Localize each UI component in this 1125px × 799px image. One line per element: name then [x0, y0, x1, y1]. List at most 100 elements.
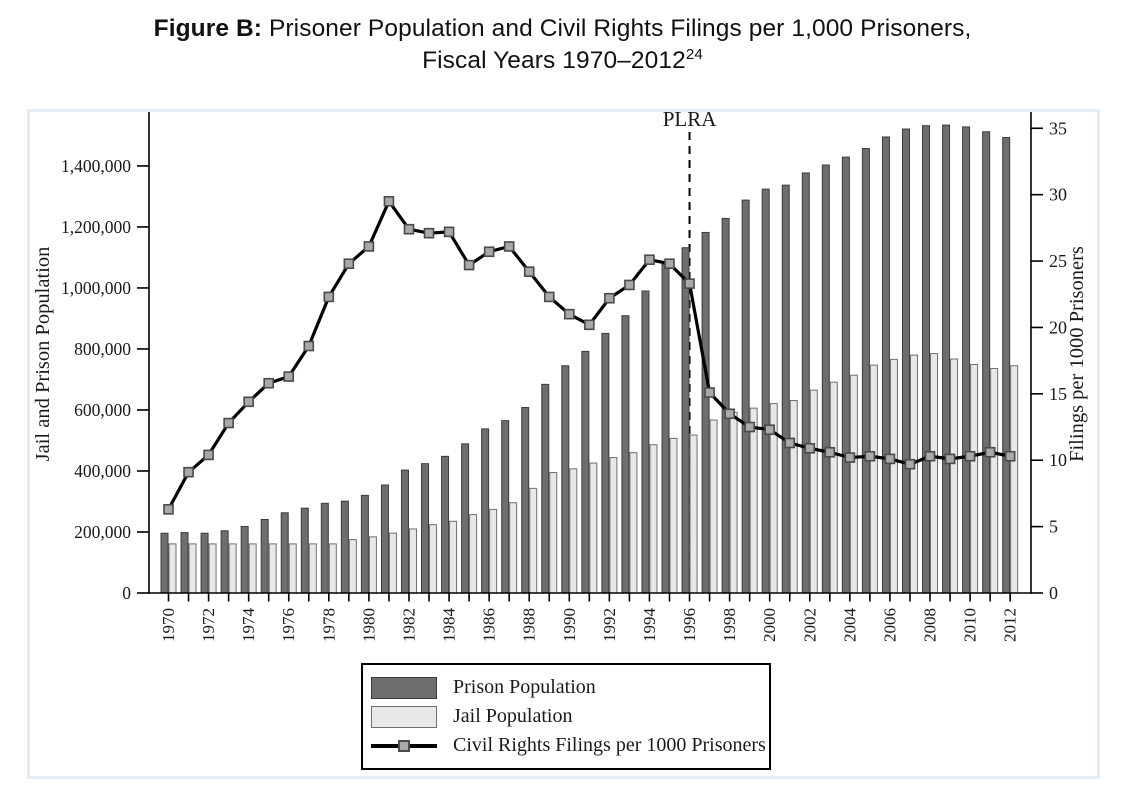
right-axis-tick-label: 10 [1049, 450, 1067, 470]
prison-population-bar [421, 463, 430, 594]
legend-item-prison: Prison Population [371, 673, 769, 702]
jail-population-bar [248, 543, 257, 594]
prison-population-bar [300, 507, 309, 594]
legend-item-jail: Jail Population [371, 702, 769, 731]
left-axis-tick-label: 1,200,000 [61, 217, 131, 237]
jail-population-bar [368, 536, 377, 594]
filings-marker [624, 279, 635, 291]
x-axis-tick-label: 1976 [279, 608, 298, 642]
jail-population-bar [930, 353, 939, 594]
prison-population-bar [160, 532, 169, 594]
prison-population-bar [901, 128, 910, 594]
prison-population-bar [220, 530, 229, 594]
prison-population-bar [360, 494, 369, 594]
jail-population-bar [449, 520, 458, 594]
prison-population-bar [1002, 137, 1011, 594]
prison-population-bar [280, 512, 289, 594]
x-axis-tick-label: 1980 [359, 608, 378, 642]
legend-label-prison: Prison Population [453, 676, 596, 698]
jail-population-bar [408, 528, 417, 594]
prison-population-bar [861, 148, 870, 594]
plra-label: PLRA [663, 107, 718, 131]
right-axis-title: Filings per 1000 Prisoners [1066, 246, 1088, 462]
jail-population-bar [829, 381, 838, 594]
filings-marker [904, 458, 916, 470]
prison-population-bar [380, 484, 389, 594]
left-axis-tick-label: 1,000,000 [61, 278, 131, 298]
filings-marker [1004, 450, 1016, 462]
jail-population-bar [228, 543, 237, 594]
filings-marker [644, 254, 655, 266]
jail-population-bar [649, 444, 658, 594]
left-axis-tick-label: 200,000 [74, 522, 131, 542]
jail-population-bar [869, 364, 878, 594]
right-axis-tick-label: 35 [1049, 118, 1067, 138]
prison-population-bar [621, 315, 630, 594]
prison-population-bar [521, 407, 530, 594]
x-axis-tick-label: 1998 [720, 608, 739, 642]
filings-marker [503, 241, 515, 252]
prison-population-bar [922, 125, 931, 594]
x-axis-tick-label: 2010 [961, 608, 980, 642]
filings-marker [323, 291, 335, 303]
filings-marker [984, 446, 996, 458]
prison-population-bar [260, 518, 269, 594]
prison-population-bar [200, 532, 209, 594]
x-axis-tick-label: 1970 [159, 608, 178, 642]
x-axis-tick-label: 2002 [800, 608, 819, 642]
prison-population-bar [441, 455, 450, 594]
jail-population-bar [990, 367, 999, 594]
prison-population-bar [581, 350, 590, 594]
x-axis-tick-label: 2004 [840, 608, 859, 643]
x-axis-tick-label: 1994 [640, 608, 659, 643]
jail-population-bar [208, 543, 217, 594]
filings-marker [203, 449, 214, 461]
filings-marker [223, 417, 234, 429]
filings-marker [423, 227, 435, 239]
filings-marker [744, 421, 755, 433]
x-axis-tick-label: 1986 [480, 608, 499, 642]
filings-marker [523, 266, 535, 277]
prison-population-bar [681, 247, 690, 594]
x-axis-tick-label: 1996 [680, 608, 699, 642]
prison-population-bar [340, 500, 349, 594]
prison-population-bar [801, 172, 810, 594]
prison-population-bar [661, 263, 670, 594]
right-axis-tick-label: 25 [1049, 251, 1067, 271]
jail-population-bar [288, 543, 297, 594]
prison-population-bar [821, 164, 830, 594]
filings-marker [383, 196, 395, 207]
filings-marker [463, 259, 475, 271]
prison-population-bar [561, 365, 570, 594]
filings-marker [704, 387, 715, 398]
jail-population-bar [789, 400, 798, 594]
filings-marker [764, 424, 776, 435]
prison-population-bar [761, 188, 770, 594]
filings-marker [884, 453, 896, 465]
prison-population-bar [481, 428, 490, 594]
jail-population-swatch [371, 705, 437, 728]
jail-population-bar [188, 543, 197, 594]
filings-marker [483, 246, 495, 258]
jail-population-bar [669, 437, 678, 594]
filings-marker [864, 450, 876, 462]
figure-label: Figure B: [153, 15, 263, 42]
filings-marker [303, 340, 315, 352]
right-axis-tick-label: 30 [1049, 185, 1067, 205]
figure-title-line2: Fiscal Years 1970–201224 [422, 45, 703, 74]
x-axis-tick-label: 1972 [199, 608, 218, 642]
x-axis-tick-label: 1990 [560, 608, 579, 642]
filings-marker [443, 226, 455, 238]
prison-population-bar [781, 184, 790, 594]
jail-population-bar [549, 472, 558, 594]
x-axis-tick-label: 2008 [921, 608, 940, 642]
filings-marker [944, 453, 956, 465]
filings-marker [343, 258, 355, 270]
left-axis-title: Jail and Prison Population [32, 247, 54, 462]
prison-population-swatch [371, 676, 437, 699]
jail-population-bar [509, 502, 518, 594]
legend-label-jail: Jail Population [453, 705, 573, 727]
legend-label-filings: Civil Rights Filings per 1000 Prisoners [453, 734, 766, 756]
jail-population-bar [709, 419, 718, 594]
